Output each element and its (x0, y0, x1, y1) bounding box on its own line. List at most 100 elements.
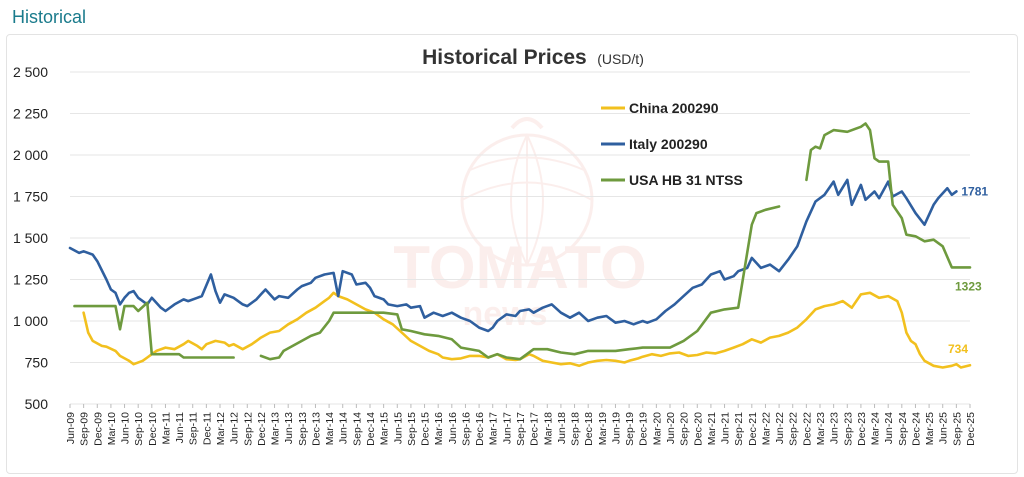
legend: China 200290 Italy 200290 USA HB 31 NTSS (601, 100, 743, 188)
y-tick-label: 2 250 (13, 106, 48, 122)
x-tick-label: Sep-25 (951, 412, 963, 446)
legend-label: China 200290 (629, 100, 719, 116)
end-value-label: 1323 (955, 279, 982, 293)
y-tick-label: 1 000 (13, 313, 48, 329)
x-tick-label: Dec-09 (92, 412, 104, 446)
x-tick-label: Sep-11 (188, 412, 200, 445)
x-tick-label: Jun-12 (229, 412, 241, 444)
x-tick-label: Dec-18 (583, 412, 595, 446)
series-line (805, 122, 972, 269)
y-tick-label: 1 250 (13, 272, 48, 288)
x-tick-label: Sep-14 (351, 412, 363, 446)
y-tick-label: 750 (25, 355, 49, 371)
x-tick-label: Sep-16 (460, 412, 472, 446)
x-tick-label: Mar-23 (815, 412, 827, 445)
x-tick-label: Dec-14 (365, 412, 377, 446)
x-tick-label: Mar-12 (215, 412, 227, 445)
x-tick-label: Jun-21 (720, 412, 732, 444)
x-tick-label: Mar-18 (542, 412, 554, 445)
x-tick-label: Sep-22 (788, 412, 800, 446)
x-tick-label: Dec-20 (692, 412, 704, 446)
x-tick-label: Jun-09 (65, 412, 77, 444)
x-tick-label: Jun-15 (392, 412, 404, 444)
x-tick-label: Mar-10 (106, 412, 118, 445)
x-tick-label: Dec-10 (147, 412, 159, 446)
x-tick-label: Mar-25 (924, 412, 936, 445)
x-tick-label: Jun-13 (283, 412, 295, 444)
x-tick-label: Dec-23 (856, 412, 868, 446)
x-tick-label: Sep-13 (297, 412, 309, 446)
x-tick-label: Jun-19 (610, 412, 622, 444)
x-tick-label: Jun-17 (501, 412, 513, 444)
x-tick-label: Sep-23 (842, 412, 854, 446)
x-tick-label: Mar-14 (324, 412, 336, 445)
x-tick-label: Sep-18 (570, 412, 582, 446)
x-tick-label: Jun-18 (556, 412, 568, 444)
x-tick-label: Mar-17 (488, 412, 500, 445)
x-tick-label: Dec-24 (910, 412, 922, 446)
series-line (73, 301, 235, 359)
x-tick-label: Dec-22 (801, 412, 813, 446)
x-tick-label: Mar-24 (870, 412, 882, 445)
y-tick-label: 500 (25, 396, 49, 412)
x-tick-label: Mar-13 (270, 412, 282, 445)
x-tick-label: Mar-11 (160, 412, 172, 445)
x-tick-label: Jun-25 (938, 412, 950, 444)
x-tick-label: Jun-16 (447, 412, 459, 444)
x-tick-label: Sep-21 (733, 412, 745, 446)
watermark-logo: TOMATO news (393, 117, 647, 333)
x-tick-label: Dec-19 (638, 412, 650, 446)
x-tick-label: Sep-09 (79, 412, 91, 446)
x-tick-label: Mar-22 (760, 412, 772, 445)
x-tick-label: Mar-20 (651, 412, 663, 445)
x-tick-label: Dec-12 (256, 412, 268, 446)
gridlines (70, 71, 970, 405)
y-tick-label: 1 500 (13, 230, 48, 246)
series-line (259, 205, 781, 361)
series-lines (68, 122, 972, 369)
x-tick-label: Sep-17 (515, 412, 527, 446)
x-tick-label: Dec-25 (965, 412, 977, 446)
end-labels: 734 1781 1323 (948, 184, 988, 356)
x-axis: Jun-09 Sep-09 Dec-09 Mar-10 Jun-10 Sep-10 Dec-… (65, 404, 977, 446)
x-tick-label: Dec-13 (310, 412, 322, 446)
x-tick-label: Jun-20 (665, 412, 677, 444)
x-tick-label: Sep-15 (406, 412, 418, 446)
series-line (68, 178, 958, 333)
x-tick-label: Sep-20 (679, 412, 691, 446)
x-tick-label: Dec-21 (747, 412, 759, 446)
x-tick-label: Sep-12 (242, 412, 254, 446)
x-tick-label: Jun-10 (120, 412, 132, 444)
x-tick-label: Dec-15 (420, 412, 432, 446)
x-tick-label: Mar-15 (379, 412, 391, 445)
x-tick-label: Jun-24 (883, 412, 895, 444)
x-tick-label: Mar-21 (706, 412, 718, 445)
x-tick-label: Mar-19 (597, 412, 609, 445)
x-tick-label: Sep-10 (133, 412, 145, 446)
end-value-label: 1781 (961, 184, 988, 198)
x-tick-label: Jun-11 (174, 412, 186, 443)
legend-label: Italy 200290 (629, 136, 708, 152)
x-tick-label: Sep-24 (897, 412, 909, 446)
watermark-word: TOMATO (393, 234, 646, 301)
chart-title-unit: (USD/t) (597, 51, 644, 67)
x-tick-label: Dec-16 (474, 412, 486, 446)
x-tick-label: Jun-14 (338, 412, 350, 444)
series-line (82, 291, 972, 369)
section-heading: Historical (12, 7, 87, 27)
y-tick-label: 1 750 (13, 189, 48, 205)
y-tick-label: 2 500 (13, 64, 48, 80)
x-tick-label: Sep-19 (624, 412, 636, 446)
x-tick-label: Jun-22 (774, 412, 786, 444)
chart-title-main: Historical Prices (422, 46, 587, 69)
y-axis: 500 750 1 000 1 250 1 500 1 750 2 000 2 250 2 50… (13, 64, 48, 412)
chart-frame (6, 34, 1018, 474)
chart-title: Historical Prices (USD/t) (422, 46, 644, 69)
x-tick-label: Mar-16 (433, 412, 445, 445)
end-value-label: 734 (948, 342, 968, 356)
y-tick-label: 2 000 (13, 147, 48, 163)
x-tick-label: Dec-17 (529, 412, 541, 446)
x-tick-label: Dec-11 (201, 412, 213, 445)
x-tick-label: Jun-23 (829, 412, 841, 444)
